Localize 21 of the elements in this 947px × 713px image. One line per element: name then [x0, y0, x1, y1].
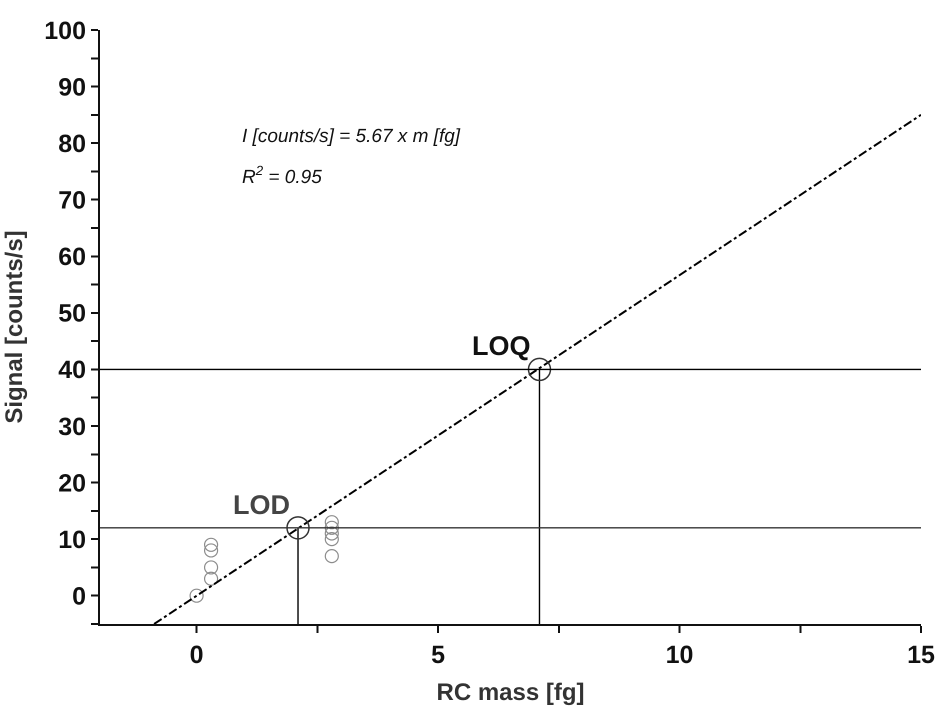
y-tick-label: 90 — [58, 73, 86, 102]
y-axis-title: Signal [counts/s] — [0, 230, 28, 424]
y-tick-label: 80 — [58, 130, 86, 158]
annotation: LOQ — [472, 331, 530, 361]
annotation: R$^{2}$ = 0.95 — [242, 163, 322, 188]
x-tick-label: 10 — [666, 641, 694, 669]
y-tick-label: 0 — [72, 582, 86, 610]
x-tick-label: 5 — [431, 641, 446, 669]
y-tick-label: 60 — [58, 243, 86, 272]
y-tick-label: 70 — [58, 186, 86, 214]
annotation: I [counts/s] = 5.67 x m [fg] — [242, 126, 461, 147]
x-tick-label: 15 — [907, 641, 935, 669]
y-tick-label: 100 — [44, 16, 86, 45]
y-tick-label: 50 — [58, 300, 86, 328]
x-axis-title: RC mass [fg] — [436, 678, 585, 706]
y-tick-label: 40 — [58, 356, 86, 384]
y-tick-label: 30 — [58, 412, 86, 441]
y-tick-label: 10 — [58, 526, 86, 554]
annotation: LOD — [233, 490, 290, 520]
x-tick-label: 0 — [190, 641, 204, 669]
y-tick-label: 20 — [58, 469, 86, 498]
